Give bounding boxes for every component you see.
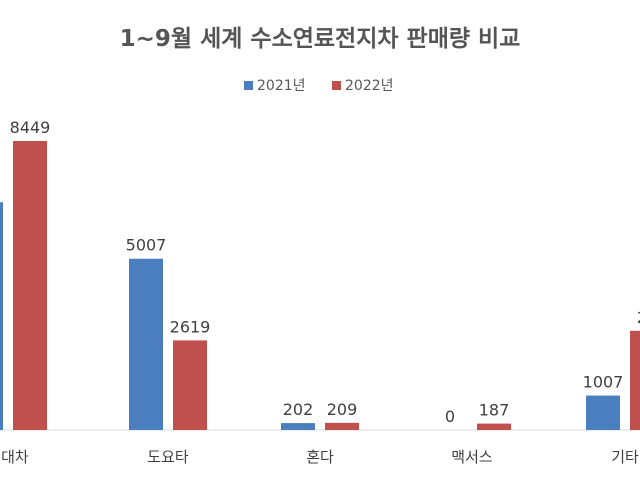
data-label-4-0: 1007: [583, 373, 624, 392]
category-label-1: 도요타: [147, 448, 189, 466]
bars: [0, 141, 640, 430]
bar-1-1: [173, 340, 207, 430]
category-label-0: 현대차: [0, 448, 29, 466]
data-label-1-1: 2619: [170, 317, 211, 336]
data-label-1-0: 5007: [126, 236, 167, 255]
data-label-0-1: 8449: [10, 118, 51, 137]
bar-0-1: [13, 141, 47, 430]
bar-2-1: [325, 422, 359, 430]
category-label-3: 맥서스: [451, 448, 493, 466]
category-label-4: 기타: [611, 448, 639, 466]
bar-4-1: [630, 330, 640, 430]
bar-2-0: [281, 423, 315, 430]
chart-title: 1~9월 세계 수소연료전지차 판매량 비교: [120, 26, 521, 52]
data-label-2-0: 202: [283, 400, 314, 419]
legend: 2021년 2022년: [244, 78, 394, 94]
bar-1-0: [129, 258, 163, 430]
bar-4-0: [586, 395, 620, 430]
data-label-4-1: 29: [637, 308, 640, 327]
bar-3-1: [477, 423, 511, 430]
data-label-3-0: 0: [445, 407, 455, 426]
category-label-2: 혼다: [306, 448, 334, 466]
legend-swatch-1: [332, 81, 341, 90]
bar-0-0: [0, 202, 3, 430]
legend-swatch-0: [244, 81, 253, 90]
data-label-2-1: 209: [327, 400, 358, 419]
legend-label-0: 2021년: [257, 78, 306, 94]
legend-label-1: 2022년: [345, 78, 394, 94]
data-labels: 595007202010078449261920918729: [10, 118, 640, 426]
category-labels: 현대차 도요타 혼다 맥서스 기타: [0, 448, 639, 466]
data-label-3-1: 187: [479, 401, 510, 420]
